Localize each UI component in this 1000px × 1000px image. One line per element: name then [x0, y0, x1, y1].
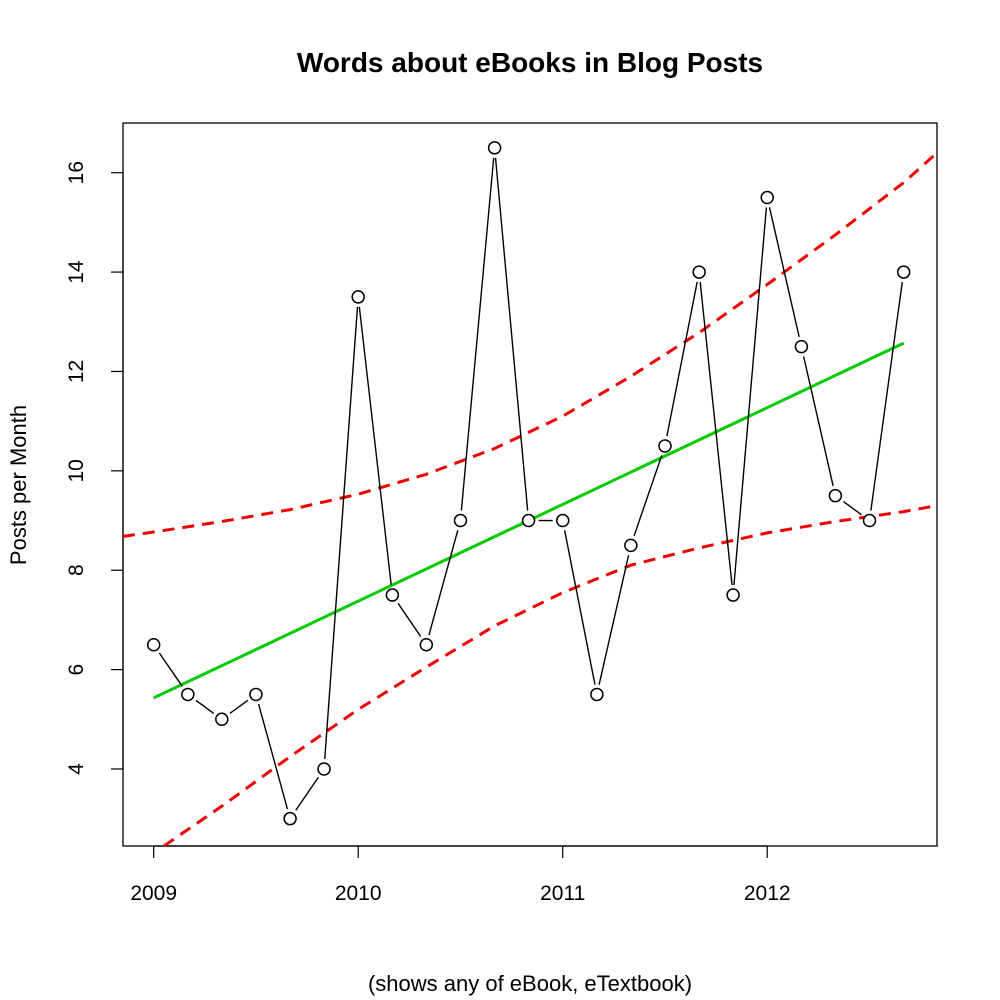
y-tick-label: 14 [65, 260, 88, 284]
observed-line-segment [460, 157, 495, 511]
observed-line-segment [633, 455, 663, 537]
observed-line-segment [229, 699, 249, 714]
observed-point [249, 687, 263, 702]
observed-point [624, 538, 638, 553]
observed-line-segment [666, 281, 698, 437]
observed-line-segment [699, 281, 733, 586]
y-tick-label: 12 [65, 360, 88, 383]
observed-point [487, 141, 502, 155]
observed-point [896, 265, 911, 279]
observed-point [317, 762, 331, 776]
observed-line-segment [324, 306, 359, 760]
observed-line-segment [768, 207, 800, 338]
observed-point [385, 588, 400, 602]
x-tick-label: 2011 [540, 882, 585, 905]
observed-point [794, 339, 809, 354]
observed-point [453, 513, 468, 528]
observed-point [760, 190, 774, 205]
lower-bound-curve [163, 504, 937, 846]
y-tick-label: 4 [65, 763, 88, 775]
observed-line-segment [158, 652, 183, 687]
observed-point [419, 638, 434, 652]
observed-line-segment [494, 157, 529, 511]
x-tick-label: 2009 [130, 882, 177, 905]
observed-line-segment [358, 306, 392, 586]
observed-point [215, 712, 229, 727]
observed-point [726, 588, 740, 602]
observed-line-segment [598, 554, 630, 685]
plot-layer: 2009 2010 2011 2012 4 6 8 10 12 14 16 [65, 122, 938, 905]
observed-line-segment [802, 356, 834, 487]
observed-point [658, 439, 672, 453]
observed-line-segment [870, 281, 903, 511]
observed-line-segment [295, 776, 319, 811]
observed-point [555, 513, 570, 528]
y-tick-label: 16 [65, 161, 88, 184]
observed-line-segment [733, 207, 768, 586]
observed-line-segment [563, 530, 596, 685]
observed-point [862, 513, 877, 528]
y-axis-label: Posts per Month [6, 405, 31, 565]
x-tick-label: 2012 [744, 882, 791, 905]
observed-point [590, 687, 604, 702]
observed-line-segment [257, 703, 289, 810]
observed-line-segment [428, 529, 459, 636]
observed-line-segment [195, 699, 215, 714]
observed-line-segment [843, 500, 862, 516]
chart-title: Words about eBooks in Blog Posts [297, 47, 763, 78]
observed-point [146, 638, 161, 652]
observed-point [283, 811, 297, 826]
observed-point [181, 687, 195, 702]
observed-point [521, 513, 536, 528]
plot-frame [122, 122, 938, 847]
observed-point [692, 265, 706, 279]
upper-bound-curve [123, 151, 937, 538]
x-tick-label: 2010 [335, 882, 382, 905]
x-axis-label: (shows any of eBook, eTextbook) [368, 971, 692, 996]
y-tick-label: 6 [65, 664, 88, 676]
y-tick-label: 10 [65, 459, 88, 482]
observed-point [351, 290, 365, 304]
y-tick-label: 8 [65, 564, 88, 576]
observed-point [828, 488, 843, 503]
observed-line-segment [397, 602, 422, 637]
